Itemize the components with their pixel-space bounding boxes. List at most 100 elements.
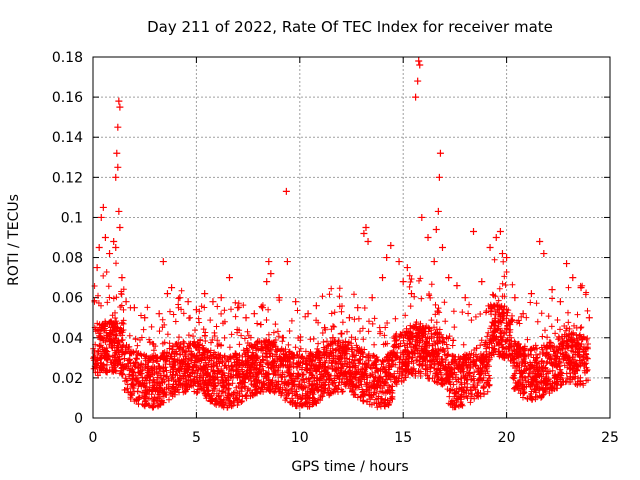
scatter-point [438,244,446,252]
scatter-point [116,223,124,231]
scatter-point [415,57,423,65]
scatter-point [383,254,391,262]
scatter-point [93,264,101,272]
scatter-point [486,244,494,252]
scatter-point [159,258,167,266]
y-tick-label: 0 [74,411,83,427]
scatter-point [234,304,242,312]
scatter-point [130,304,138,312]
scatter-point [275,294,283,302]
scatter-point [329,334,337,342]
scatter-point [470,227,478,235]
scatter-point [99,203,107,211]
scatter-point [424,234,432,241]
scatter-point [412,93,420,101]
scatter-point [97,213,105,221]
scatter-point [209,298,217,306]
scatter-point [577,284,585,292]
y-tick-label: 0.08 [52,251,83,267]
scatter-point [492,234,500,241]
scatter-point [498,250,506,258]
scatter-point [503,254,511,262]
scatter-point [176,294,184,302]
x-tick-label: 20 [498,430,516,446]
scatter-point [379,274,387,282]
scatter-point [101,234,109,241]
y-tick-label: 0.02 [52,371,83,387]
scatter-point [267,270,275,278]
scatter-point [110,238,118,246]
x-tick-label: 5 [192,430,201,446]
scatter-point [115,207,123,215]
scatter-point [114,163,122,171]
scatter-point [461,294,469,302]
scatter-point [407,290,415,298]
dense-marker-band [90,256,591,411]
scatter-point [354,304,362,312]
y-tick-label: 0.16 [52,90,83,106]
scatter-point [434,207,442,215]
scatter-point [304,310,312,318]
scatter-point [112,244,120,252]
y-axis-label: ROTI / TECUs [6,194,22,286]
scatter-point [414,77,422,85]
scatter-point [225,274,233,282]
scatter-point [292,298,300,306]
scatter-point [312,302,320,310]
scatter-point [432,225,440,233]
scatter-point [436,149,444,157]
scatter-point [116,103,124,111]
scatter-point [368,294,376,302]
scatter-point [360,229,368,237]
scatter-point [540,250,548,258]
scatter-point [445,274,453,282]
x-tick-label: 15 [394,430,412,446]
y-tick-label: 0.18 [52,50,83,66]
scatter-point [283,258,291,266]
scatter-point [184,298,192,306]
plot-frame [92,56,611,419]
y-tick-label: 0.14 [52,130,83,146]
scatter-point [321,324,329,332]
scatter-point [106,250,114,258]
scatter-point [115,97,123,105]
scatter-point [569,274,577,282]
y-tick-label: 0.06 [52,291,83,307]
scatter-point [395,258,403,266]
scatter-points [93,57,593,342]
scatter-point [416,61,424,69]
scatter-point [155,310,163,318]
scatter-point [435,173,443,181]
scatter-point [563,260,571,268]
scatter-point [163,290,171,298]
scatter-point [265,258,273,266]
scatter-point [519,310,527,318]
scatter-point [527,290,535,298]
scatter-point [337,330,345,338]
x-tick-label: 25 [601,430,619,446]
scatter-point [112,173,120,181]
scatter-point [511,294,519,302]
scatter-point [399,278,407,286]
scatter-point [387,242,395,250]
scatter-point [114,123,122,131]
scatter-point [585,314,593,322]
chart-title: Day 211 of 2022, Rate Of TEC Index for r… [147,18,553,36]
scatter-point [282,187,290,195]
scatter-point [217,294,225,302]
scatter-point [263,278,271,286]
scatter-point [403,264,411,272]
scatter-point [496,227,504,235]
y-tick-label: 0.12 [52,170,83,186]
scatter-point [201,290,209,298]
scatter-point [548,286,556,294]
scatter-point [141,314,149,322]
y-tick-label: 0.04 [52,331,83,347]
scatter-point [364,238,372,246]
scatter-point [430,258,438,266]
scatter-point [118,274,126,282]
x-axis-label: GPS time / hours [291,459,408,475]
y-tick-label: 0.1 [61,210,83,226]
scatter-point [192,306,200,314]
